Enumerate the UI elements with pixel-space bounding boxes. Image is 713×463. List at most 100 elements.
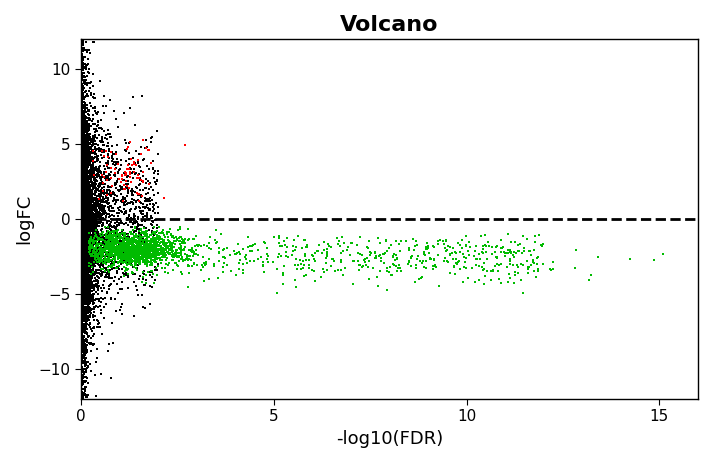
Point xyxy=(175,225,186,233)
Point xyxy=(130,250,141,257)
Point xyxy=(78,222,89,230)
Point xyxy=(127,269,138,277)
Point xyxy=(381,267,393,275)
Point xyxy=(85,219,96,226)
Point xyxy=(81,163,93,171)
Point xyxy=(170,248,182,256)
Point xyxy=(76,199,88,206)
Point xyxy=(80,259,91,266)
Point xyxy=(121,234,133,242)
Point xyxy=(88,257,99,264)
Point xyxy=(85,169,96,177)
Point xyxy=(80,78,91,85)
Point xyxy=(93,193,105,200)
Point xyxy=(105,216,116,223)
Point xyxy=(83,209,94,216)
Point xyxy=(77,224,88,231)
Point xyxy=(91,267,102,274)
Point xyxy=(77,221,88,229)
Point xyxy=(144,244,155,251)
Point xyxy=(76,206,88,213)
Point xyxy=(81,140,93,148)
Point xyxy=(240,255,252,263)
Point xyxy=(79,295,91,303)
Point xyxy=(81,241,93,248)
Point xyxy=(76,289,88,296)
Point xyxy=(486,267,497,275)
Point xyxy=(78,213,89,220)
Point xyxy=(126,270,138,277)
Point xyxy=(151,231,163,238)
Point xyxy=(81,260,92,267)
Point xyxy=(78,322,89,330)
Point xyxy=(76,183,87,191)
Point xyxy=(81,274,92,281)
Point xyxy=(81,163,93,170)
Point xyxy=(78,184,89,192)
Point xyxy=(81,273,92,281)
Point xyxy=(80,205,91,213)
Point xyxy=(76,252,87,260)
Point xyxy=(143,245,155,252)
Point xyxy=(92,269,103,277)
Point xyxy=(79,248,91,256)
Point xyxy=(86,157,98,165)
Point xyxy=(89,246,101,254)
Point xyxy=(78,145,89,153)
Point xyxy=(78,199,89,206)
Point xyxy=(76,316,87,323)
Point xyxy=(86,102,97,110)
Point xyxy=(79,208,91,216)
Point xyxy=(88,83,99,90)
Point xyxy=(80,234,91,242)
Point xyxy=(83,300,95,307)
Point xyxy=(79,191,91,198)
Point xyxy=(123,233,134,241)
Point xyxy=(525,262,537,269)
Point xyxy=(76,197,87,205)
Point xyxy=(81,319,92,326)
Point xyxy=(82,235,93,243)
Point xyxy=(76,332,88,339)
Point xyxy=(77,271,88,278)
Point xyxy=(122,237,133,244)
Point xyxy=(153,242,165,249)
Point xyxy=(79,246,91,254)
Point xyxy=(476,263,488,270)
Point xyxy=(80,222,91,229)
Point xyxy=(76,260,87,267)
Point xyxy=(126,243,138,250)
Point xyxy=(76,222,88,230)
Point xyxy=(116,228,128,235)
Point xyxy=(82,194,93,202)
Point xyxy=(76,302,88,309)
Point xyxy=(103,157,114,164)
Point xyxy=(76,276,87,284)
Point xyxy=(82,153,93,160)
Point xyxy=(96,125,107,132)
Point xyxy=(83,244,95,251)
Point xyxy=(78,210,89,217)
Point xyxy=(76,162,88,169)
Point xyxy=(93,251,104,259)
Point xyxy=(125,231,137,238)
Point xyxy=(76,239,87,246)
Point xyxy=(84,260,96,268)
Point xyxy=(78,244,90,252)
Point xyxy=(278,263,289,270)
Point xyxy=(78,189,90,197)
Point xyxy=(86,173,98,181)
Point xyxy=(77,358,88,365)
Point xyxy=(101,257,112,265)
Point xyxy=(76,273,88,281)
Point xyxy=(86,148,98,155)
Point xyxy=(126,245,138,253)
Point xyxy=(78,310,89,317)
Point xyxy=(78,200,90,207)
Point xyxy=(76,197,88,205)
Point xyxy=(76,205,87,212)
Point xyxy=(77,202,88,210)
Point xyxy=(418,257,429,264)
Point xyxy=(152,177,163,184)
Point xyxy=(83,219,94,226)
